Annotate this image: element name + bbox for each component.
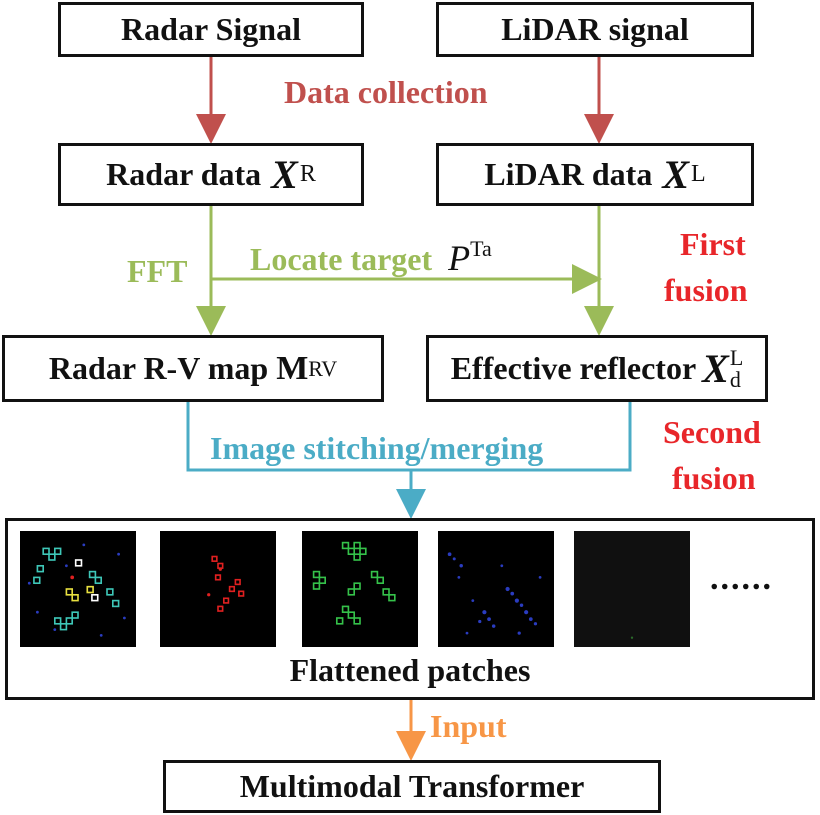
effective-reflector-sup: L (729, 344, 744, 370)
first-fusion-line1: First (680, 226, 746, 262)
fft-label: FFT (127, 253, 188, 289)
radar-rv-map-symbol: M (276, 349, 309, 387)
data-collection-label: Data collection (284, 74, 488, 110)
flattened-patches-label: Flattened patches (289, 652, 531, 688)
lidar-signal-box: LiDAR signal (436, 2, 754, 57)
locate-target-symbol: P (448, 238, 471, 278)
second-fusion-line2: fusion (672, 460, 756, 496)
locate-target-sup: Ta (470, 236, 492, 261)
first-fusion-line2: fusion (664, 272, 748, 308)
effective-reflector-label: Effective reflector (450, 350, 697, 386)
effective-reflector-sub: d (729, 366, 741, 392)
effective-reflector-symbol: X (702, 346, 729, 391)
patches-ellipsis: ...... (710, 560, 773, 597)
radar-rv-map-box: Radar R-V map M RV (2, 335, 384, 402)
lidar-data-sup: L (691, 161, 706, 187)
patch-green-image (302, 531, 418, 647)
patch-blue-image (438, 531, 554, 647)
lidar-data-symbol: X (662, 152, 690, 197)
radar-data-sup: R (299, 161, 316, 187)
stitch-bracket (186, 402, 632, 472)
locate-target-text: Locate target (250, 241, 433, 277)
radar-rv-map-label: Radar R-V map (48, 350, 269, 386)
multimodal-transformer-box: Multimodal Transformer (163, 760, 661, 813)
lidar-signal-label: LiDAR signal (501, 11, 689, 47)
radar-rv-map-sub: RV (308, 355, 338, 381)
radar-data-label: Radar data (106, 156, 262, 192)
radar-data-symbol: X (271, 152, 298, 197)
radar-signal-label: Radar Signal (121, 11, 301, 47)
second-fusion-line1: Second (663, 414, 761, 450)
locate-target-label: Locate target PTa (250, 236, 492, 279)
multimodal-transformer-label: Multimodal Transformer (239, 768, 585, 804)
patch-dark-image (574, 531, 690, 647)
input-label: Input (430, 708, 507, 744)
lidar-data-label: LiDAR data (484, 156, 653, 192)
stitching-label: Image stitching/merging (210, 430, 544, 466)
patch-teal-image (20, 531, 136, 647)
patch-red-image (160, 531, 276, 647)
radar-signal-box: Radar Signal (58, 2, 364, 57)
